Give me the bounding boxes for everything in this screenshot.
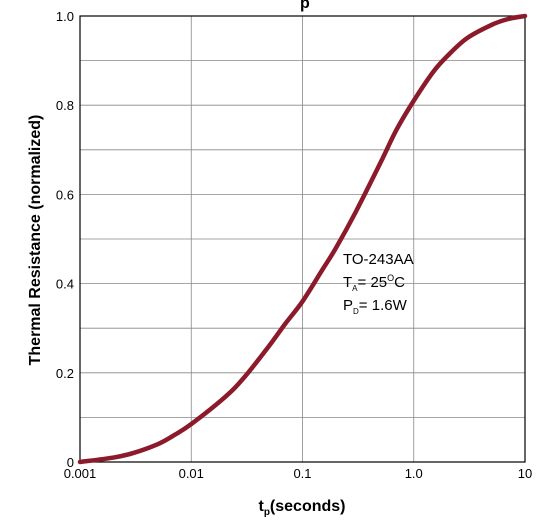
y-tick-label: 0.6 xyxy=(56,187,74,202)
annotation-line3-main: P xyxy=(343,297,353,314)
grid-lines xyxy=(79,16,526,462)
y-tick-label: 0 xyxy=(67,455,74,470)
y-tick-label: 1.0 xyxy=(56,9,74,24)
annotation-line2-main: T xyxy=(343,274,352,291)
x-axis-title: tp(seconds) xyxy=(258,498,345,518)
x-axis-title-rest: (seconds) xyxy=(270,498,346,515)
x-tick-label: 0.1 xyxy=(293,466,311,481)
x-axis-title-main: t xyxy=(258,498,264,515)
y-tick-label: 0.8 xyxy=(56,98,74,113)
x-tick-label: 0.01 xyxy=(179,466,204,481)
annotation-line3-rest: = 1.6W xyxy=(359,297,408,314)
annotation-line2-sup: O xyxy=(387,273,394,283)
annotation-line2: TA= 25OC xyxy=(343,273,405,293)
annotation: TO-243AA TA= 25OC PD= 1.6W xyxy=(343,251,414,316)
y-axis-title: Thermal Resistance (normalized) xyxy=(27,115,44,366)
plot-frame xyxy=(79,15,526,463)
series-line xyxy=(77,13,528,465)
annotation-line2-rest: = 25 xyxy=(358,274,388,291)
series-layer xyxy=(77,13,528,465)
y-tick-label: 0.4 xyxy=(56,277,74,292)
chart-title-partial: p xyxy=(300,0,310,12)
x-tick-label: 0.001 xyxy=(64,466,97,481)
x-tick-label: 1.0 xyxy=(405,466,423,481)
y-tick-labels: 0 0.2 0.4 0.6 0.8 1.0 xyxy=(56,9,74,470)
annotation-line3: PD= 1.6W xyxy=(343,297,408,316)
x-tick-label: 10 xyxy=(518,466,532,481)
annotation-line1: TO-243AA xyxy=(343,251,414,268)
annotation-line2-end: C xyxy=(394,274,405,291)
annotation-line2-sub: A xyxy=(352,284,358,293)
x-tick-labels: 0.001 0.01 0.1 1.0 10 xyxy=(64,466,533,481)
y-tick-label: 0.2 xyxy=(56,366,74,381)
annotation-line3-sub: D xyxy=(353,307,359,316)
x-axis-title-sub: p xyxy=(264,507,270,518)
